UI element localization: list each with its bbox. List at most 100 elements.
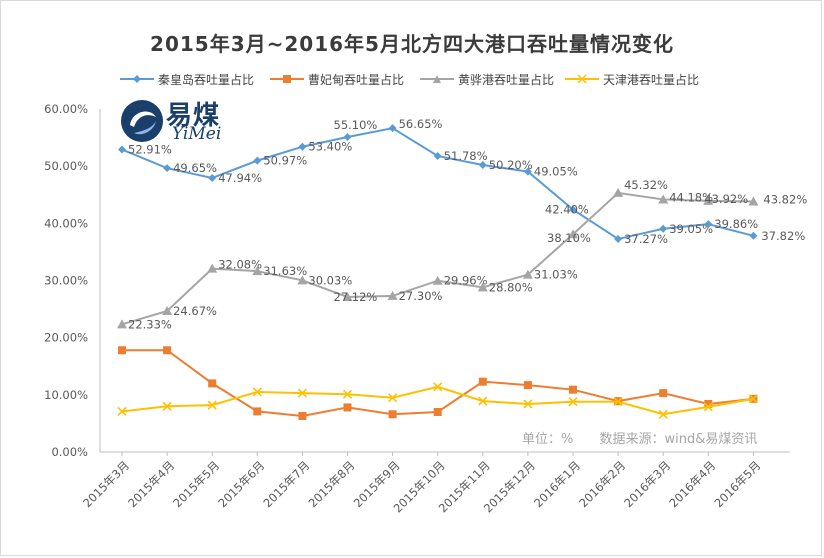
data-point-0 — [704, 220, 713, 229]
yimei-logo-icon — [121, 100, 163, 142]
data-point-1 — [208, 379, 217, 388]
data-label-2: 27.12% — [334, 290, 378, 304]
data-point-3 — [523, 399, 533, 409]
data-point-2 — [342, 291, 353, 301]
y-tick-label: 40.00% — [44, 216, 88, 230]
data-label-0: 37.27% — [624, 232, 668, 246]
data-point-0 — [208, 173, 217, 182]
x-tick-label: 2015年6月 — [215, 458, 267, 510]
data-label-0: 50.97% — [263, 154, 307, 168]
data-point-0 — [343, 133, 352, 142]
data-label-0: 47.94% — [218, 171, 262, 185]
data-point-2 — [568, 229, 578, 239]
source-note: 单位：% 数据来源：wind&易煤资讯 — [522, 428, 779, 447]
y-tick-label: 20.00% — [44, 331, 88, 345]
data-point-1 — [704, 399, 713, 408]
data-label-2: 45.32% — [624, 178, 668, 192]
data-label-2: 30.03% — [308, 273, 352, 287]
data-point-0 — [433, 151, 442, 160]
data-point-1 — [388, 410, 397, 419]
data-point-1 — [659, 389, 668, 398]
x-tick-label: 2015年8月 — [306, 458, 358, 510]
data-point-0 — [749, 231, 758, 240]
y-tick-label: 30.00% — [44, 274, 88, 288]
data-point-0 — [298, 142, 307, 151]
y-tick-label: 50.00% — [44, 159, 88, 173]
x-tick-label: 2015年3月 — [80, 458, 132, 510]
data-point-1 — [163, 346, 172, 355]
legend-item-caofeidian: 曹妃甸吞吐量占比 — [270, 70, 404, 88]
y-tick-label: 60.00% — [44, 102, 88, 116]
data-label-0: 39.05% — [669, 222, 713, 236]
data-point-1 — [569, 385, 577, 394]
legend-label-tianjin: 天津港吞吐量占比 — [603, 72, 700, 87]
data-label-0: 37.82% — [761, 229, 805, 243]
data-point-3 — [703, 402, 713, 412]
data-label-2: 31.03% — [534, 268, 578, 282]
data-label-2: 32.08% — [218, 258, 262, 272]
data-label-2: 24.67% — [173, 304, 217, 318]
data-label-0: 42.40% — [545, 203, 589, 217]
data-label-2: 22.33% — [128, 317, 172, 331]
data-point-2 — [162, 305, 173, 315]
data-point-3 — [568, 397, 578, 407]
legend: 秦皇岛吞吐量占比 曹妃甸吞吐量占比 黄骅港吞吐量占比 天津港吞吐量占比 — [120, 70, 720, 88]
data-label-0: 49.05% — [534, 165, 578, 179]
legend-item-tianjin: 天津港吞吐量占比 — [565, 70, 699, 88]
x-tick-label: 2015年7月 — [260, 458, 312, 510]
data-point-0 — [163, 164, 172, 173]
data-label-0: 55.10% — [334, 118, 378, 132]
data-label-2: 44.18% — [669, 190, 713, 204]
data-label-2: 28.80% — [489, 280, 533, 294]
y-tick-label: 0.00% — [51, 445, 88, 459]
y-tick-label: 10.00% — [44, 388, 88, 402]
x-tick-label: 2016年3月 — [621, 458, 673, 510]
data-point-2 — [658, 194, 669, 204]
data-point-2 — [613, 187, 624, 197]
data-point-1 — [433, 407, 442, 416]
data-point-2 — [432, 275, 443, 285]
data-point-3 — [478, 396, 488, 406]
data-label-2: 43.92% — [704, 192, 748, 206]
data-point-2 — [297, 275, 308, 285]
series-line-1 — [122, 349, 754, 417]
chart-title: 2015年3月~2016年5月北方四大港口吞吐量情况变化 — [150, 32, 674, 56]
data-point-2 — [207, 263, 218, 273]
x-tick-label: 2016年1月 — [531, 458, 583, 510]
data-label-0: 39.86% — [714, 217, 758, 231]
data-label-0: 50.20% — [489, 158, 533, 172]
data-point-3 — [342, 389, 353, 399]
data-point-0 — [569, 205, 577, 214]
data-point-2 — [477, 282, 488, 292]
data-point-2 — [387, 290, 398, 300]
data-label-0: 52.91% — [128, 143, 172, 157]
data-source-label: 数据来源：wind&易煤资讯 — [599, 432, 758, 447]
x-tick-label: 2016年4月 — [666, 458, 718, 510]
data-point-1 — [118, 346, 126, 355]
data-point-1 — [298, 411, 307, 420]
data-label-0: 53.40% — [308, 140, 352, 154]
data-label-0: 51.78% — [444, 149, 488, 163]
data-label-2: 29.96% — [444, 274, 488, 288]
data-label-2: 38.10% — [547, 231, 591, 245]
data-point-0 — [659, 224, 668, 233]
data-point-3 — [252, 387, 262, 397]
data-label-2: 43.82% — [763, 192, 807, 206]
data-point-0 — [614, 234, 623, 243]
data-point-3 — [658, 409, 668, 419]
data-point-3 — [207, 400, 217, 410]
data-label-0: 56.65% — [399, 117, 443, 131]
data-point-3 — [117, 406, 127, 416]
data-point-2 — [117, 319, 127, 329]
legend-item-qinhuangdao: 秦皇岛吞吐量占比 — [120, 70, 254, 88]
data-point-0 — [388, 124, 397, 133]
logo-text-en: YiMei — [172, 124, 222, 144]
data-point-0 — [253, 156, 262, 165]
data-point-2 — [252, 266, 263, 276]
x-tick-label: 2015年4月 — [125, 458, 177, 510]
logo-text-cn: 易煤 — [166, 101, 221, 131]
data-point-3 — [388, 393, 398, 403]
data-point-3 — [613, 397, 623, 407]
